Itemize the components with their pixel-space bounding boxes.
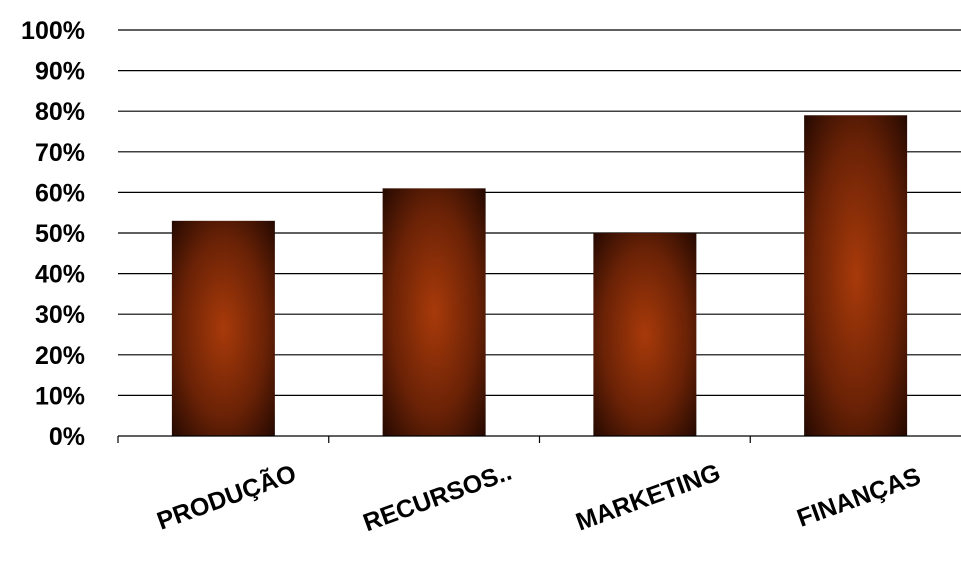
y-tick-label: 70% — [35, 139, 85, 167]
y-tick-label: 20% — [35, 342, 85, 370]
y-tick-label: 0% — [49, 423, 85, 451]
y-axis-ticks: 0% 10% 20% 30% 40% 50% 60% 70% 80% 90% 100% — [21, 17, 85, 451]
x-category-label: FINANÇAS — [793, 462, 924, 532]
y-tick-label: 80% — [35, 98, 85, 126]
x-category-label: MARKETING — [572, 458, 724, 536]
y-tick-label: 100% — [21, 17, 85, 45]
y-tick-label: 90% — [35, 58, 85, 86]
bar — [171, 220, 275, 436]
y-tick-label: 50% — [35, 220, 85, 248]
bars — [171, 115, 908, 436]
bar — [382, 188, 486, 436]
x-category-label: RECURSOS.. — [359, 458, 515, 538]
x-axis-labels: PRODUÇÃO RECURSOS.. MARKETING FINANÇAS — [153, 458, 925, 538]
y-tick-label: 30% — [35, 301, 85, 329]
x-axis — [117, 435, 961, 443]
bar — [593, 233, 697, 436]
bar — [804, 115, 908, 436]
y-tick-label: 40% — [35, 261, 85, 289]
y-tick-label: 60% — [35, 179, 85, 207]
y-tick-label: 10% — [35, 382, 85, 410]
x-category-label: PRODUÇÃO — [153, 458, 300, 536]
